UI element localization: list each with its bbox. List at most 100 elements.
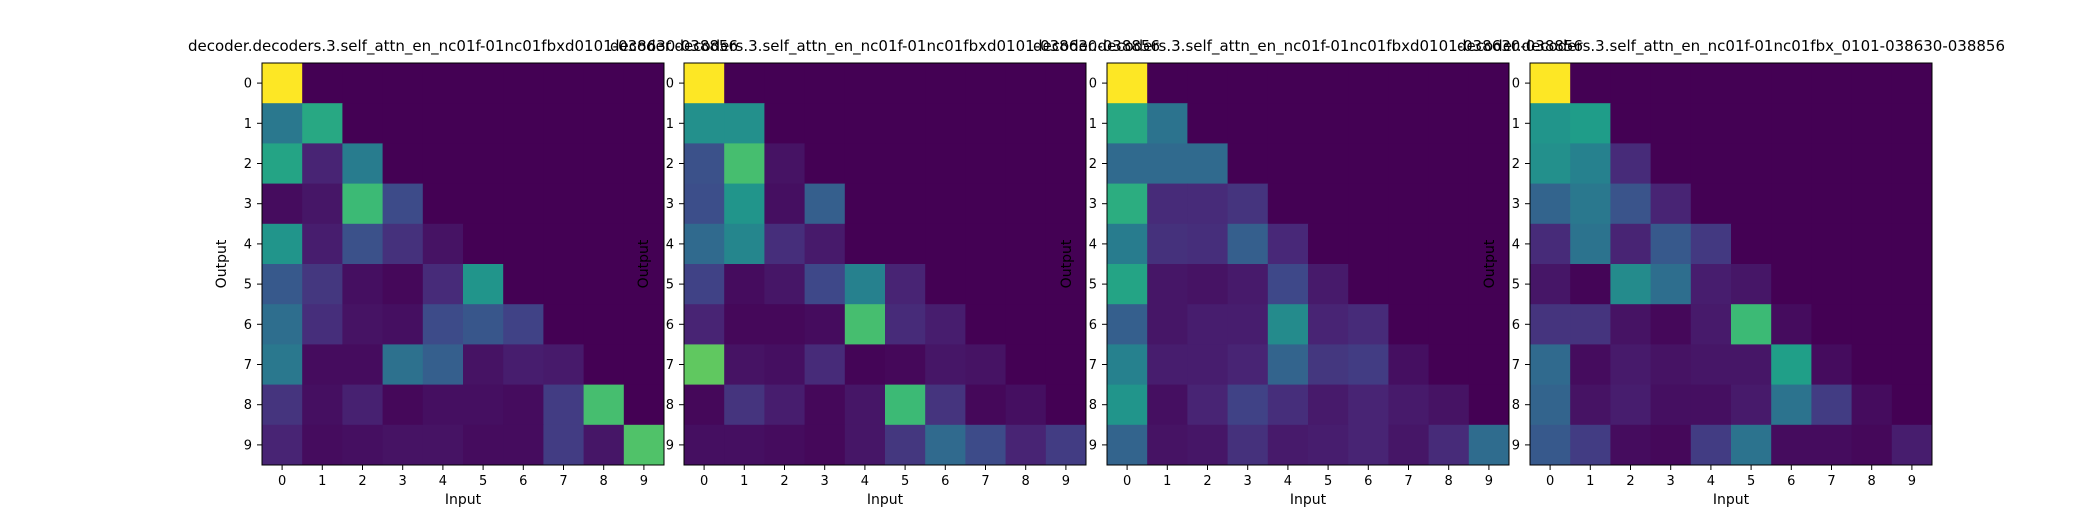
heatmap-cell (342, 344, 384, 386)
heatmap-cell (1731, 384, 1772, 426)
heatmap-cell (724, 424, 765, 466)
heatmap-cell (1348, 384, 1389, 426)
x-tick-label: 4 (1707, 474, 1715, 489)
heatmap-cell (262, 103, 303, 144)
heatmap-cell (1107, 304, 1148, 345)
heatmap-cell (422, 143, 464, 185)
x-tick-label: 2 (780, 474, 788, 489)
heatmap-cell (1771, 264, 1812, 305)
heatmap-cell (543, 183, 585, 225)
heatmap-cell (885, 63, 926, 104)
heatmap-cell (844, 183, 886, 225)
heatmap-cell (302, 344, 343, 386)
heatmap-cell (1891, 424, 1933, 466)
heatmap-cell (1428, 344, 1470, 386)
heatmap-cell (623, 223, 665, 265)
heatmap-cell (684, 223, 725, 265)
heatmap-cell (1147, 264, 1188, 305)
heatmap-cell (543, 143, 585, 185)
x-tick-label: 7 (981, 474, 989, 489)
heatmap-cell (1851, 103, 1893, 144)
heatmap-cell (1045, 344, 1087, 386)
heatmap-cell (1610, 143, 1652, 185)
y-tick-label: 3 (666, 197, 674, 212)
heatmap-cell (1267, 183, 1309, 225)
heatmap-cell (1771, 304, 1812, 345)
heatmap-cell (543, 304, 585, 345)
heatmap-cell (503, 183, 544, 225)
heatmap-cell (503, 424, 544, 466)
heatmap-cell (1428, 384, 1470, 426)
heatmap-cell (1650, 143, 1692, 185)
heatmap-cell (1308, 143, 1349, 185)
heatmap-cell (1610, 103, 1652, 144)
heatmap-cell (1771, 143, 1812, 185)
heatmap-cell (302, 63, 343, 104)
y-tick-label: 0 (244, 77, 252, 92)
heatmap-cell (844, 424, 886, 466)
heatmap-cell (1107, 143, 1148, 185)
heatmap-cell (543, 344, 585, 386)
heatmap-cell (1468, 103, 1510, 144)
y-tick-label: 9 (244, 438, 252, 453)
heatmap-cell (1851, 304, 1893, 345)
heatmap-cell (1650, 183, 1692, 225)
heatmap-cell (965, 63, 1007, 104)
heatmap-cell (844, 223, 886, 265)
heatmap-cell (1388, 183, 1430, 225)
heatmap-cell (382, 424, 424, 466)
heatmap-cell (1388, 223, 1430, 265)
heatmap-cell (1428, 223, 1470, 265)
heatmap-cell (1570, 424, 1611, 466)
heatmap-cell (1308, 183, 1349, 225)
heatmap-cell (1107, 264, 1148, 305)
heatmap-cell (342, 304, 384, 345)
heatmap-cell (844, 264, 886, 305)
heatmap-cell (925, 223, 966, 265)
heatmap-cell (684, 344, 725, 386)
heatmap-cell (382, 183, 424, 225)
heatmap-cell (1468, 344, 1510, 386)
heatmap-cell (1005, 143, 1047, 185)
heatmap-cell (804, 384, 846, 426)
heatmap-cell (1468, 264, 1510, 305)
heatmap-cell (1610, 384, 1652, 426)
y-tick-label: 8 (666, 398, 674, 413)
y-tick-label: 6 (1089, 318, 1097, 333)
heatmap-title: decoder.decoders.3.self_attn_en_nc01f-01… (1457, 37, 2005, 56)
heatmap-cell (422, 424, 464, 466)
heatmap-cell (463, 63, 504, 104)
heatmap-cell (764, 344, 806, 386)
y-tick-label: 9 (1089, 438, 1097, 453)
heatmap-cell (1187, 183, 1229, 225)
heatmap-cell (1570, 304, 1611, 345)
heatmap-title: decoder.decoders.3.self_attn_en_nc01f-01… (1033, 37, 1583, 56)
heatmap-cell (1107, 424, 1148, 466)
heatmap-cell (1107, 183, 1148, 225)
heatmap-cell (1045, 223, 1087, 265)
heatmap-cell (1267, 384, 1309, 426)
heatmap-cell (1530, 304, 1571, 345)
heatmap-cell (1610, 264, 1652, 305)
heatmap-cell (1045, 183, 1087, 225)
heatmap-cell (885, 424, 926, 466)
heatmap-cell (1570, 143, 1611, 185)
heatmap-cell (1227, 183, 1269, 225)
heatmap-cell (1308, 424, 1349, 466)
heatmap-cell (885, 304, 926, 345)
x-tick-label: 2 (358, 474, 366, 489)
heatmap-cell (422, 344, 464, 386)
x-tick-label: 3 (821, 474, 829, 489)
heatmap-cell (1771, 103, 1812, 144)
heatmap-cell (1731, 183, 1772, 225)
heatmap-cell (1811, 424, 1853, 466)
heatmap-cell (764, 223, 806, 265)
heatmap-cell (1851, 183, 1893, 225)
y-tick-label: 1 (1512, 117, 1520, 132)
heatmap-cell (1530, 344, 1571, 386)
y-axis-label: Output (1482, 239, 1498, 288)
heatmap-cell (1147, 384, 1188, 426)
heatmap-cell (463, 183, 504, 225)
heatmap-cell (684, 424, 725, 466)
heatmap-cell (342, 143, 384, 185)
